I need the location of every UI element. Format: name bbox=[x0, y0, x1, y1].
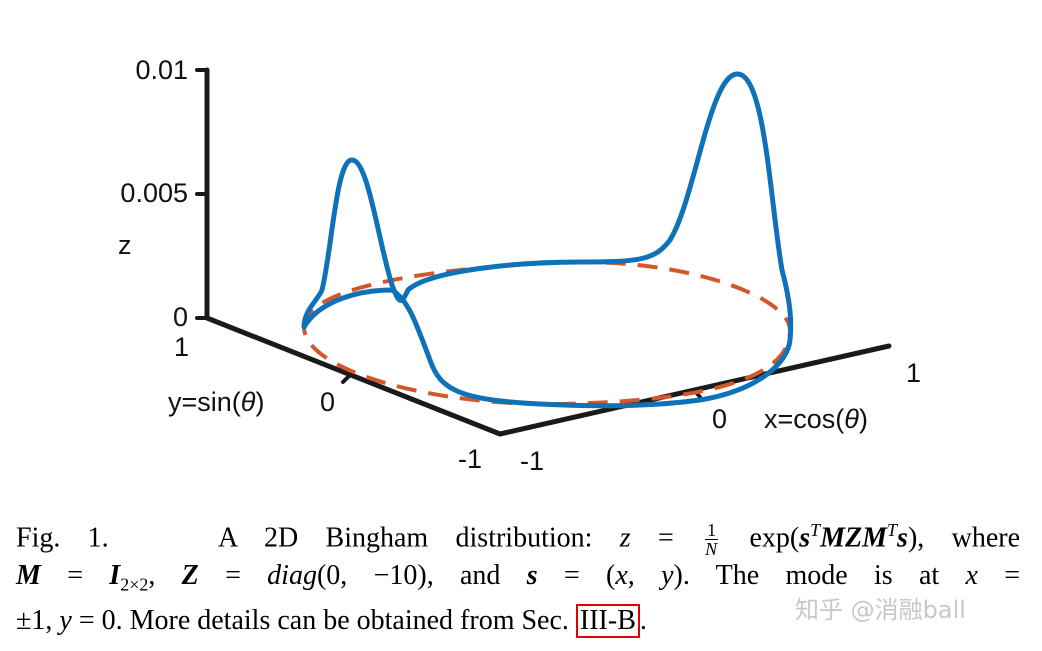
x-tick-label-neg1: -1 bbox=[520, 446, 544, 476]
bingham-3d-plot: 0.01 0.005 0 z 1 0 -1 y=sin(θ) -1 0 1 x=… bbox=[118, 55, 921, 476]
y-tick-0 bbox=[341, 373, 352, 384]
math-diag: diag bbox=[267, 560, 317, 592]
math-i: I bbox=[109, 560, 121, 592]
caption-text: ±1, bbox=[16, 605, 60, 636]
caption-line-2: M = I2×2, Z = diag(0, −10), and s = (x, … bbox=[16, 558, 1020, 603]
y-axis-line bbox=[204, 315, 503, 437]
x-tick-label-0: 0 bbox=[712, 404, 727, 434]
caption-text: = bbox=[198, 560, 268, 592]
math-mzm: MZM bbox=[820, 522, 888, 554]
y-axis-label: y=sin(θ) bbox=[168, 387, 264, 417]
y-tick-label-1: 1 bbox=[174, 332, 189, 362]
caption-text: = 0. More details can be obtained from S… bbox=[71, 605, 576, 636]
superscript-t: T bbox=[887, 520, 898, 540]
math-s: s bbox=[799, 522, 811, 554]
density-curve bbox=[301, 71, 794, 409]
caption-text: (0, −10), and bbox=[316, 560, 527, 592]
caption-text: = ( bbox=[537, 560, 616, 592]
caption-text: A 2D Bingham distribution: bbox=[218, 522, 620, 554]
caption-text: ), where bbox=[907, 522, 1021, 554]
caption-line-3: ±1, y = 0. More details can be obtained … bbox=[16, 603, 1020, 639]
caption-text: = bbox=[40, 560, 110, 592]
plot-axes bbox=[195, 67, 892, 437]
superscript-t: T bbox=[810, 520, 821, 540]
math-x: x bbox=[965, 560, 978, 592]
caption-text: ). The mode is at bbox=[673, 560, 966, 592]
z-tick-label-0005: 0.005 bbox=[120, 178, 188, 208]
caption-text: = bbox=[977, 560, 1020, 592]
caption-text: . bbox=[639, 605, 647, 636]
figure-caption: Fig. 1. A 2D Bingham distribution: z = 1… bbox=[16, 512, 1020, 639]
caption-text: , bbox=[148, 560, 182, 592]
z-tick-label-0: 0 bbox=[173, 302, 188, 332]
y-tick-label-0: 0 bbox=[320, 387, 335, 417]
fraction-numerator: 1 bbox=[705, 520, 719, 541]
math-z: z bbox=[619, 522, 631, 554]
x-tick-label-1: 1 bbox=[906, 358, 921, 388]
math-s: s bbox=[897, 522, 908, 554]
caption-text: = bbox=[630, 522, 702, 554]
x-axis-label: x=cos(θ) bbox=[764, 404, 868, 434]
math-s: s bbox=[526, 560, 538, 592]
math-m: M bbox=[16, 560, 41, 592]
math-z-matrix: Z bbox=[181, 560, 199, 592]
z-axis-label: z bbox=[118, 230, 132, 260]
watermark: 知乎 @消融ball bbox=[795, 596, 966, 624]
math-xy: x, y bbox=[615, 560, 674, 592]
section-reference-link[interactable]: III-B bbox=[575, 604, 640, 638]
fraction-denominator: N bbox=[705, 539, 718, 560]
z-tick-label-001: 0.01 bbox=[135, 55, 188, 85]
y-tick-label-neg1: -1 bbox=[458, 444, 482, 474]
math-y: y bbox=[59, 605, 72, 636]
subscript-2x2: 2×2 bbox=[120, 575, 149, 595]
figure-label: Fig. 1. bbox=[16, 522, 109, 554]
caption-text: exp( bbox=[722, 522, 800, 554]
caption-line-1: Fig. 1. A 2D Bingham distribution: z = 1… bbox=[16, 512, 1020, 558]
